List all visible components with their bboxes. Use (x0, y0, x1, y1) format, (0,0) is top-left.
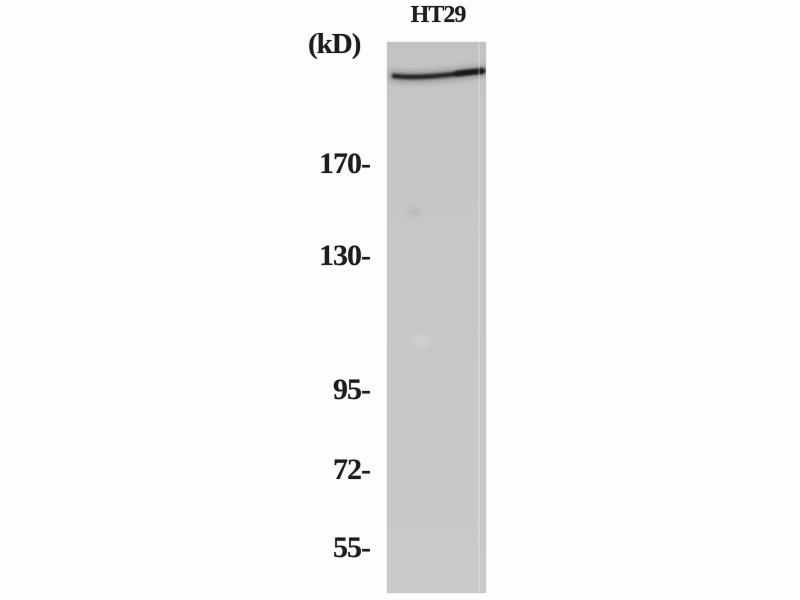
gel-lane (387, 42, 486, 593)
marker-55: 55- (333, 531, 371, 564)
protein-band (388, 65, 486, 83)
marker-95: 95- (333, 373, 371, 406)
unit-label: (kD) (308, 28, 361, 60)
marker-72: 72- (333, 453, 371, 486)
marker-130: 130- (319, 239, 371, 272)
faint-smudge (399, 200, 429, 224)
faint-smudge (405, 328, 437, 354)
marker-170: 170- (319, 147, 371, 180)
lane-edge-highlight (478, 42, 480, 593)
lane-label: HT29 (410, 2, 467, 28)
